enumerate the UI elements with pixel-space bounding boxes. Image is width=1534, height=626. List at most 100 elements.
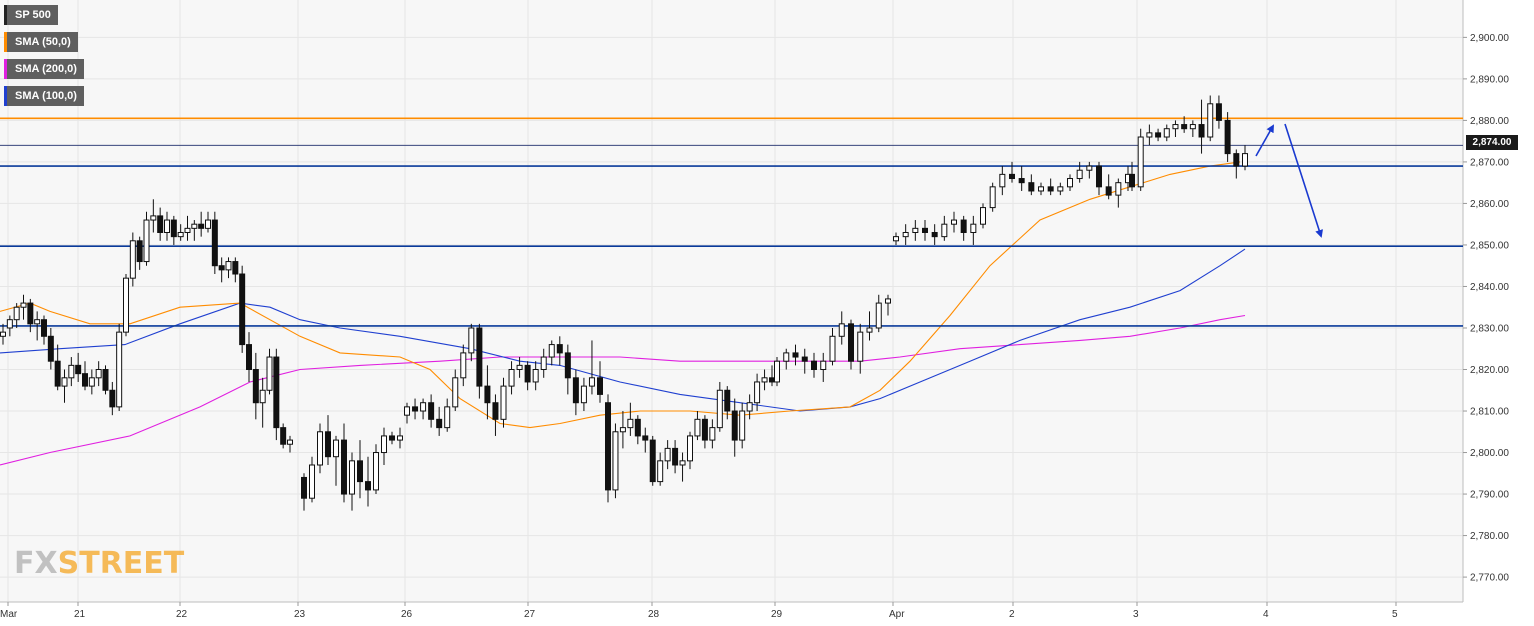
candle-bullish [61, 377, 68, 387]
legend-item-sma50[interactable]: SMA (50,0) [4, 32, 78, 52]
candle-bearish [597, 377, 603, 395]
candle-bullish [508, 369, 515, 387]
candle-bullish [716, 389, 723, 429]
candle-bullish [397, 435, 403, 441]
projection-arrow-up [1255, 124, 1274, 157]
candle-bearish [47, 335, 54, 362]
x-tick-label: 3 [1133, 609, 1139, 620]
y-tick-label: 2,820.00 [1470, 365, 1509, 376]
legend-swatch [4, 86, 7, 106]
candle-bullish [532, 369, 539, 383]
candle-bearish [232, 261, 239, 275]
x-tick-label: 5 [1392, 609, 1398, 620]
plot-background [0, 0, 1463, 602]
candle-bullish [1076, 169, 1083, 180]
candle-bearish [1047, 186, 1054, 192]
candle-bullish [902, 231, 909, 238]
candle-bearish [246, 344, 252, 371]
candle-bullish [951, 219, 957, 225]
candle-bullish [516, 364, 523, 371]
candle-bearish [41, 319, 47, 337]
candle-bearish [82, 373, 88, 387]
candle-bearish [436, 418, 443, 429]
x-tick-label: 27 [524, 609, 536, 620]
candle-bullish [588, 377, 595, 387]
candle-bearish [211, 219, 218, 267]
candle-bullish [657, 460, 664, 483]
legend-item-sma100[interactable]: SMA (100,0) [4, 86, 84, 106]
sma200-line [0, 314, 1246, 466]
candle-bearish [54, 360, 61, 387]
candle-bullish [820, 360, 827, 371]
candle-bullish [6, 319, 13, 329]
candle-bearish [564, 352, 571, 379]
candle-bullish [1086, 165, 1093, 171]
legend-item-sma200[interactable]: SMA (200,0) [4, 59, 84, 79]
legend: SP 500 SMA (50,0) SMA (200,0) SMA (100,0… [4, 5, 84, 113]
candle-bullish [225, 261, 232, 271]
legend-item-sp500[interactable]: SP 500 [4, 5, 58, 25]
x-tick-label: Apr [889, 609, 905, 620]
candle-bullish [452, 377, 459, 408]
candle-bearish [239, 273, 246, 346]
candle-bullish [0, 331, 6, 337]
candle-bearish [1028, 182, 1035, 192]
candle-bearish [605, 402, 611, 491]
candle-bullish [627, 418, 634, 429]
y-tick-label: 2,800.00 [1470, 448, 1509, 459]
candle-bearish [801, 356, 808, 362]
candle-bullish [774, 360, 780, 383]
candle-bullish [1172, 124, 1179, 130]
candle-bearish [365, 481, 371, 491]
candle-bullish [709, 427, 716, 441]
candle-bearish [1215, 103, 1222, 121]
candle-bearish [136, 240, 143, 263]
candle-bullish [866, 327, 873, 333]
candle-bearish [701, 418, 708, 441]
candle-bullish [333, 439, 339, 458]
candle-bearish [1129, 173, 1135, 188]
fxstreet-logo: FXSTREET [14, 546, 184, 581]
candle-bearish [731, 410, 738, 441]
x-tick-label: 28 [648, 609, 660, 620]
candle-bullish [309, 464, 315, 499]
candle-bullish [404, 406, 410, 416]
candle-bullish [150, 215, 157, 221]
candle-bullish [687, 435, 693, 462]
candle-bullish [1207, 103, 1214, 138]
candle-bullish [317, 431, 323, 466]
candle-bearish [280, 427, 287, 445]
candle-bullish [1057, 186, 1064, 192]
candle-bearish [301, 476, 307, 499]
candle-bullish [259, 389, 266, 404]
candle-bullish [548, 344, 555, 358]
candle-bullish [912, 227, 919, 233]
logo-part-street: STREET [57, 546, 185, 581]
candle-bearish [1155, 132, 1162, 138]
candle-bullish [989, 186, 996, 209]
logo-part-fx: FX [14, 546, 58, 581]
candle-bullish [164, 219, 170, 233]
candle-bullish [205, 219, 211, 229]
legend-label: SMA (100,0) [15, 90, 77, 102]
candle-bearish [102, 369, 109, 391]
legend-swatch [4, 5, 7, 25]
candle-bearish [484, 385, 491, 404]
candle-bullish [1242, 153, 1248, 167]
candle-bearish [476, 327, 483, 387]
candle-bullish [1137, 136, 1144, 188]
y-tick-label: 2,860.00 [1470, 199, 1509, 210]
candle-bullish [829, 335, 836, 362]
candle-bearish [252, 369, 259, 404]
candle-bearish [642, 435, 649, 441]
candle-bullish [460, 352, 467, 379]
candle-bullish [420, 402, 427, 412]
candle-bearish [960, 219, 967, 233]
candle-bullish [838, 323, 845, 337]
candle-bearish [792, 352, 799, 358]
candle-bearish [273, 356, 280, 429]
candle-bullish [34, 319, 41, 325]
candle-bearish [27, 302, 34, 325]
candle-bullish [349, 460, 355, 495]
